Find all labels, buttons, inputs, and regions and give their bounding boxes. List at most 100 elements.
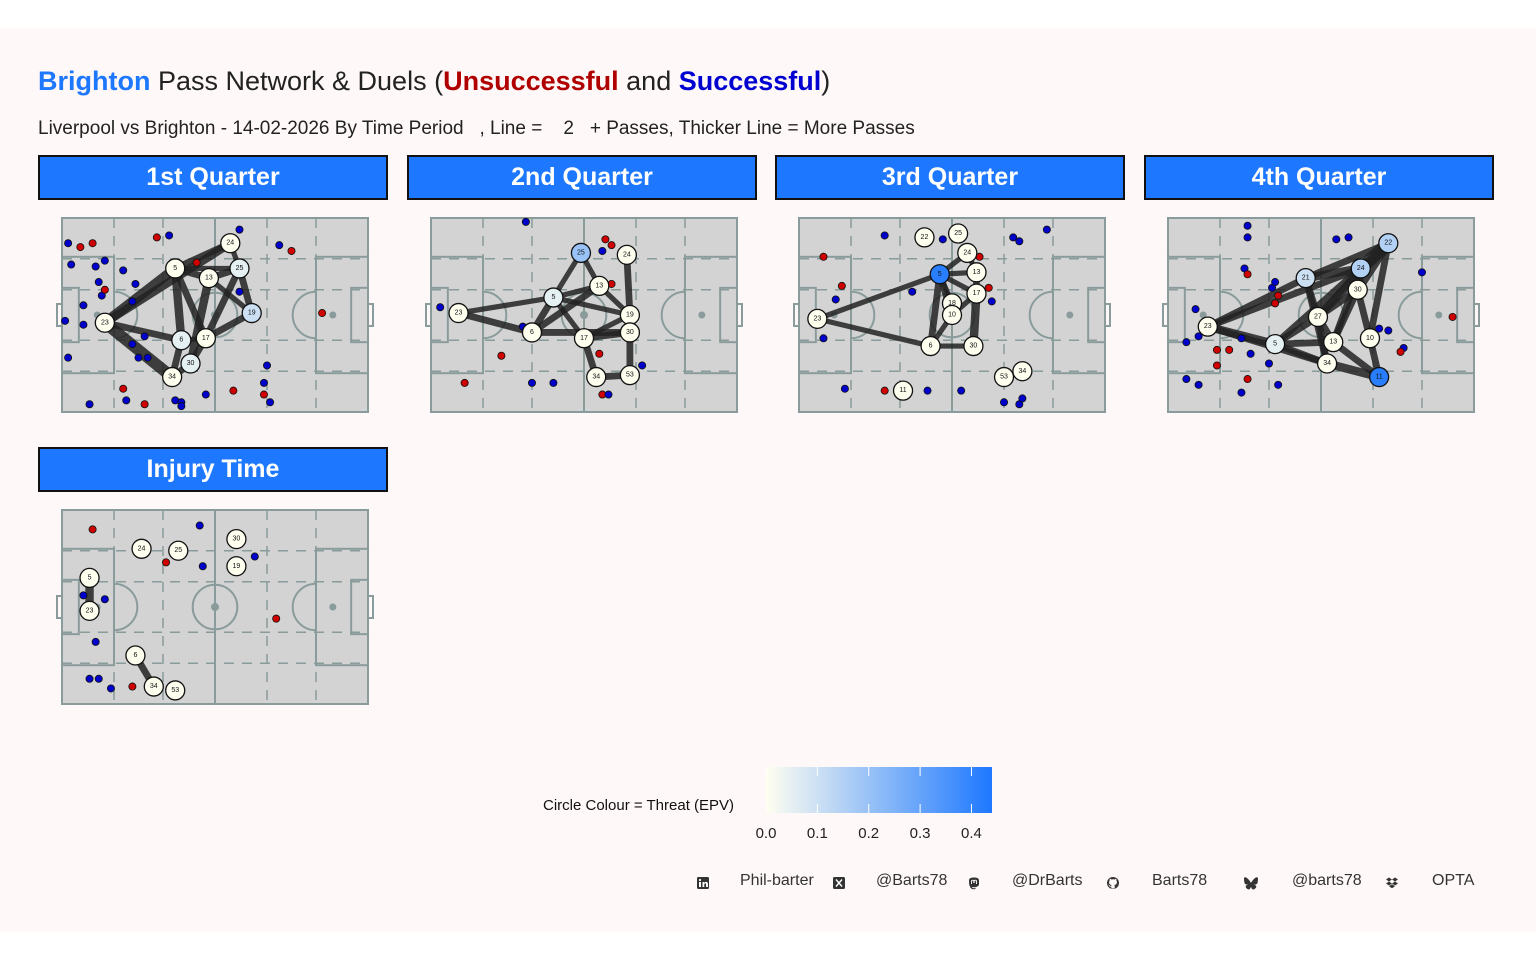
player-node xyxy=(1316,353,1338,374)
duel-successful-point xyxy=(1018,394,1027,403)
player-node xyxy=(993,366,1015,388)
duel-successful-point xyxy=(259,378,268,387)
footer-github-text[interactable]: Barts78 xyxy=(1152,872,1208,889)
player-node xyxy=(619,364,641,386)
pitch-panel: 24 5 25 13 19 23 17 6 30 34 xyxy=(56,217,374,413)
player-node xyxy=(586,366,607,388)
player-node xyxy=(1323,332,1344,353)
player-node-label: 25 xyxy=(954,230,962,237)
duel-successful-point xyxy=(1271,278,1280,287)
duel-unsuccessful-point xyxy=(595,349,604,358)
pass-edge xyxy=(1271,239,1392,348)
player-node xyxy=(165,258,186,279)
player-node-label: 10 xyxy=(948,312,956,319)
pass-edge xyxy=(171,264,186,345)
player-node xyxy=(1347,279,1368,300)
pass-edge xyxy=(455,294,557,316)
player-node-label: 24 xyxy=(226,240,234,247)
player-node-label: 30 xyxy=(233,536,241,543)
player-node-label: 34 xyxy=(1018,368,1026,375)
player-node xyxy=(1295,267,1316,289)
player-node xyxy=(1368,366,1390,388)
player-node-label: 30 xyxy=(187,360,195,367)
duel-successful-point xyxy=(598,246,607,255)
player-node xyxy=(1264,333,1286,355)
duel-successful-point xyxy=(266,398,275,407)
duel-unsuccessful-point xyxy=(1271,299,1280,308)
player-node-label: 30 xyxy=(626,329,634,336)
duel-unsuccessful-point xyxy=(88,525,97,534)
duel-successful-point xyxy=(957,386,966,395)
duel-unsuccessful-point xyxy=(318,309,327,318)
pass-edge xyxy=(550,294,633,318)
footer-bluesky-text[interactable]: @barts78 xyxy=(1292,872,1362,889)
duel-successful-point xyxy=(94,278,103,287)
duel-unsuccessful-point xyxy=(100,285,109,294)
player-node xyxy=(226,528,247,550)
duel-successful-point xyxy=(1042,225,1051,234)
player-node xyxy=(168,540,189,561)
duel-successful-point xyxy=(1344,233,1353,242)
duel-successful-point xyxy=(1194,380,1203,389)
duel-successful-point xyxy=(235,287,244,296)
duel-successful-point xyxy=(79,301,88,310)
duel-unsuccessful-point xyxy=(837,281,846,290)
duel-unsuccessful-point xyxy=(272,614,281,623)
player-node xyxy=(171,330,192,351)
duel-unsuccessful-point xyxy=(128,682,137,691)
duel-unsuccessful-point xyxy=(460,378,469,387)
duel-successful-point xyxy=(85,400,94,409)
duel-successful-point xyxy=(880,231,889,240)
duel-successful-point xyxy=(604,390,613,399)
player-node xyxy=(195,328,216,349)
pass-edge xyxy=(186,273,214,368)
player-node-label: 24 xyxy=(138,545,146,552)
player-node-label: 11 xyxy=(899,387,906,394)
player-node-label: 27 xyxy=(1314,313,1322,320)
player-node xyxy=(570,242,592,264)
player-node xyxy=(543,287,564,308)
duel-successful-point xyxy=(122,396,131,405)
duel-successful-point xyxy=(1182,375,1191,384)
duel-successful-point xyxy=(840,384,849,393)
footer-x-text[interactable]: @Barts78 xyxy=(876,872,948,889)
duel-successful-point xyxy=(1000,398,1009,407)
title-and: and xyxy=(618,66,679,96)
player-node-label: 22 xyxy=(1384,240,1392,247)
footer-dropbox-text[interactable]: OPTA xyxy=(1432,872,1475,889)
player-node-label: 23 xyxy=(455,310,463,317)
facet-header: 4th Quarter xyxy=(1144,155,1494,200)
pitch-panel: 22 24 21 30 27 23 10 13 5 34 11 xyxy=(1162,217,1480,413)
player-node-label: 22 xyxy=(921,234,929,241)
player-node-label: 53 xyxy=(626,372,634,379)
duel-successful-point xyxy=(1237,388,1246,397)
duel-successful-point xyxy=(1182,338,1191,347)
facet-header: 3rd Quarter xyxy=(775,155,1125,200)
player-node-label: 5 xyxy=(173,265,177,272)
player-node-label: 30 xyxy=(970,343,978,350)
duel-successful-point xyxy=(100,256,109,265)
player-node-label: 34 xyxy=(168,374,176,381)
duel-successful-point xyxy=(140,332,149,341)
duel-successful-point xyxy=(1375,324,1384,333)
duel-successful-point xyxy=(119,266,128,275)
duel-successful-point xyxy=(79,591,88,600)
duel-unsuccessful-point xyxy=(984,283,993,292)
footer-linkedin-text[interactable]: Phil-barter xyxy=(740,872,814,889)
duel-successful-point xyxy=(549,378,558,387)
player-node-label: 25 xyxy=(236,265,244,272)
player-node-label: 18 xyxy=(948,300,956,307)
duel-unsuccessful-point xyxy=(192,258,201,267)
player-node-label: 24 xyxy=(1357,265,1365,272)
title-team: Brighton xyxy=(38,66,151,96)
player-node xyxy=(892,380,914,401)
pass-edge xyxy=(99,316,178,383)
duel-successful-point xyxy=(1243,221,1252,230)
player-node-label: 53 xyxy=(1000,374,1008,381)
pass-edge xyxy=(1366,239,1392,342)
duel-successful-point xyxy=(527,378,536,387)
duel-successful-point xyxy=(64,353,73,362)
duel-successful-point xyxy=(100,595,109,604)
footer-mastodon-text[interactable]: @DrBarts xyxy=(1012,872,1083,889)
pass-edge xyxy=(455,309,536,336)
